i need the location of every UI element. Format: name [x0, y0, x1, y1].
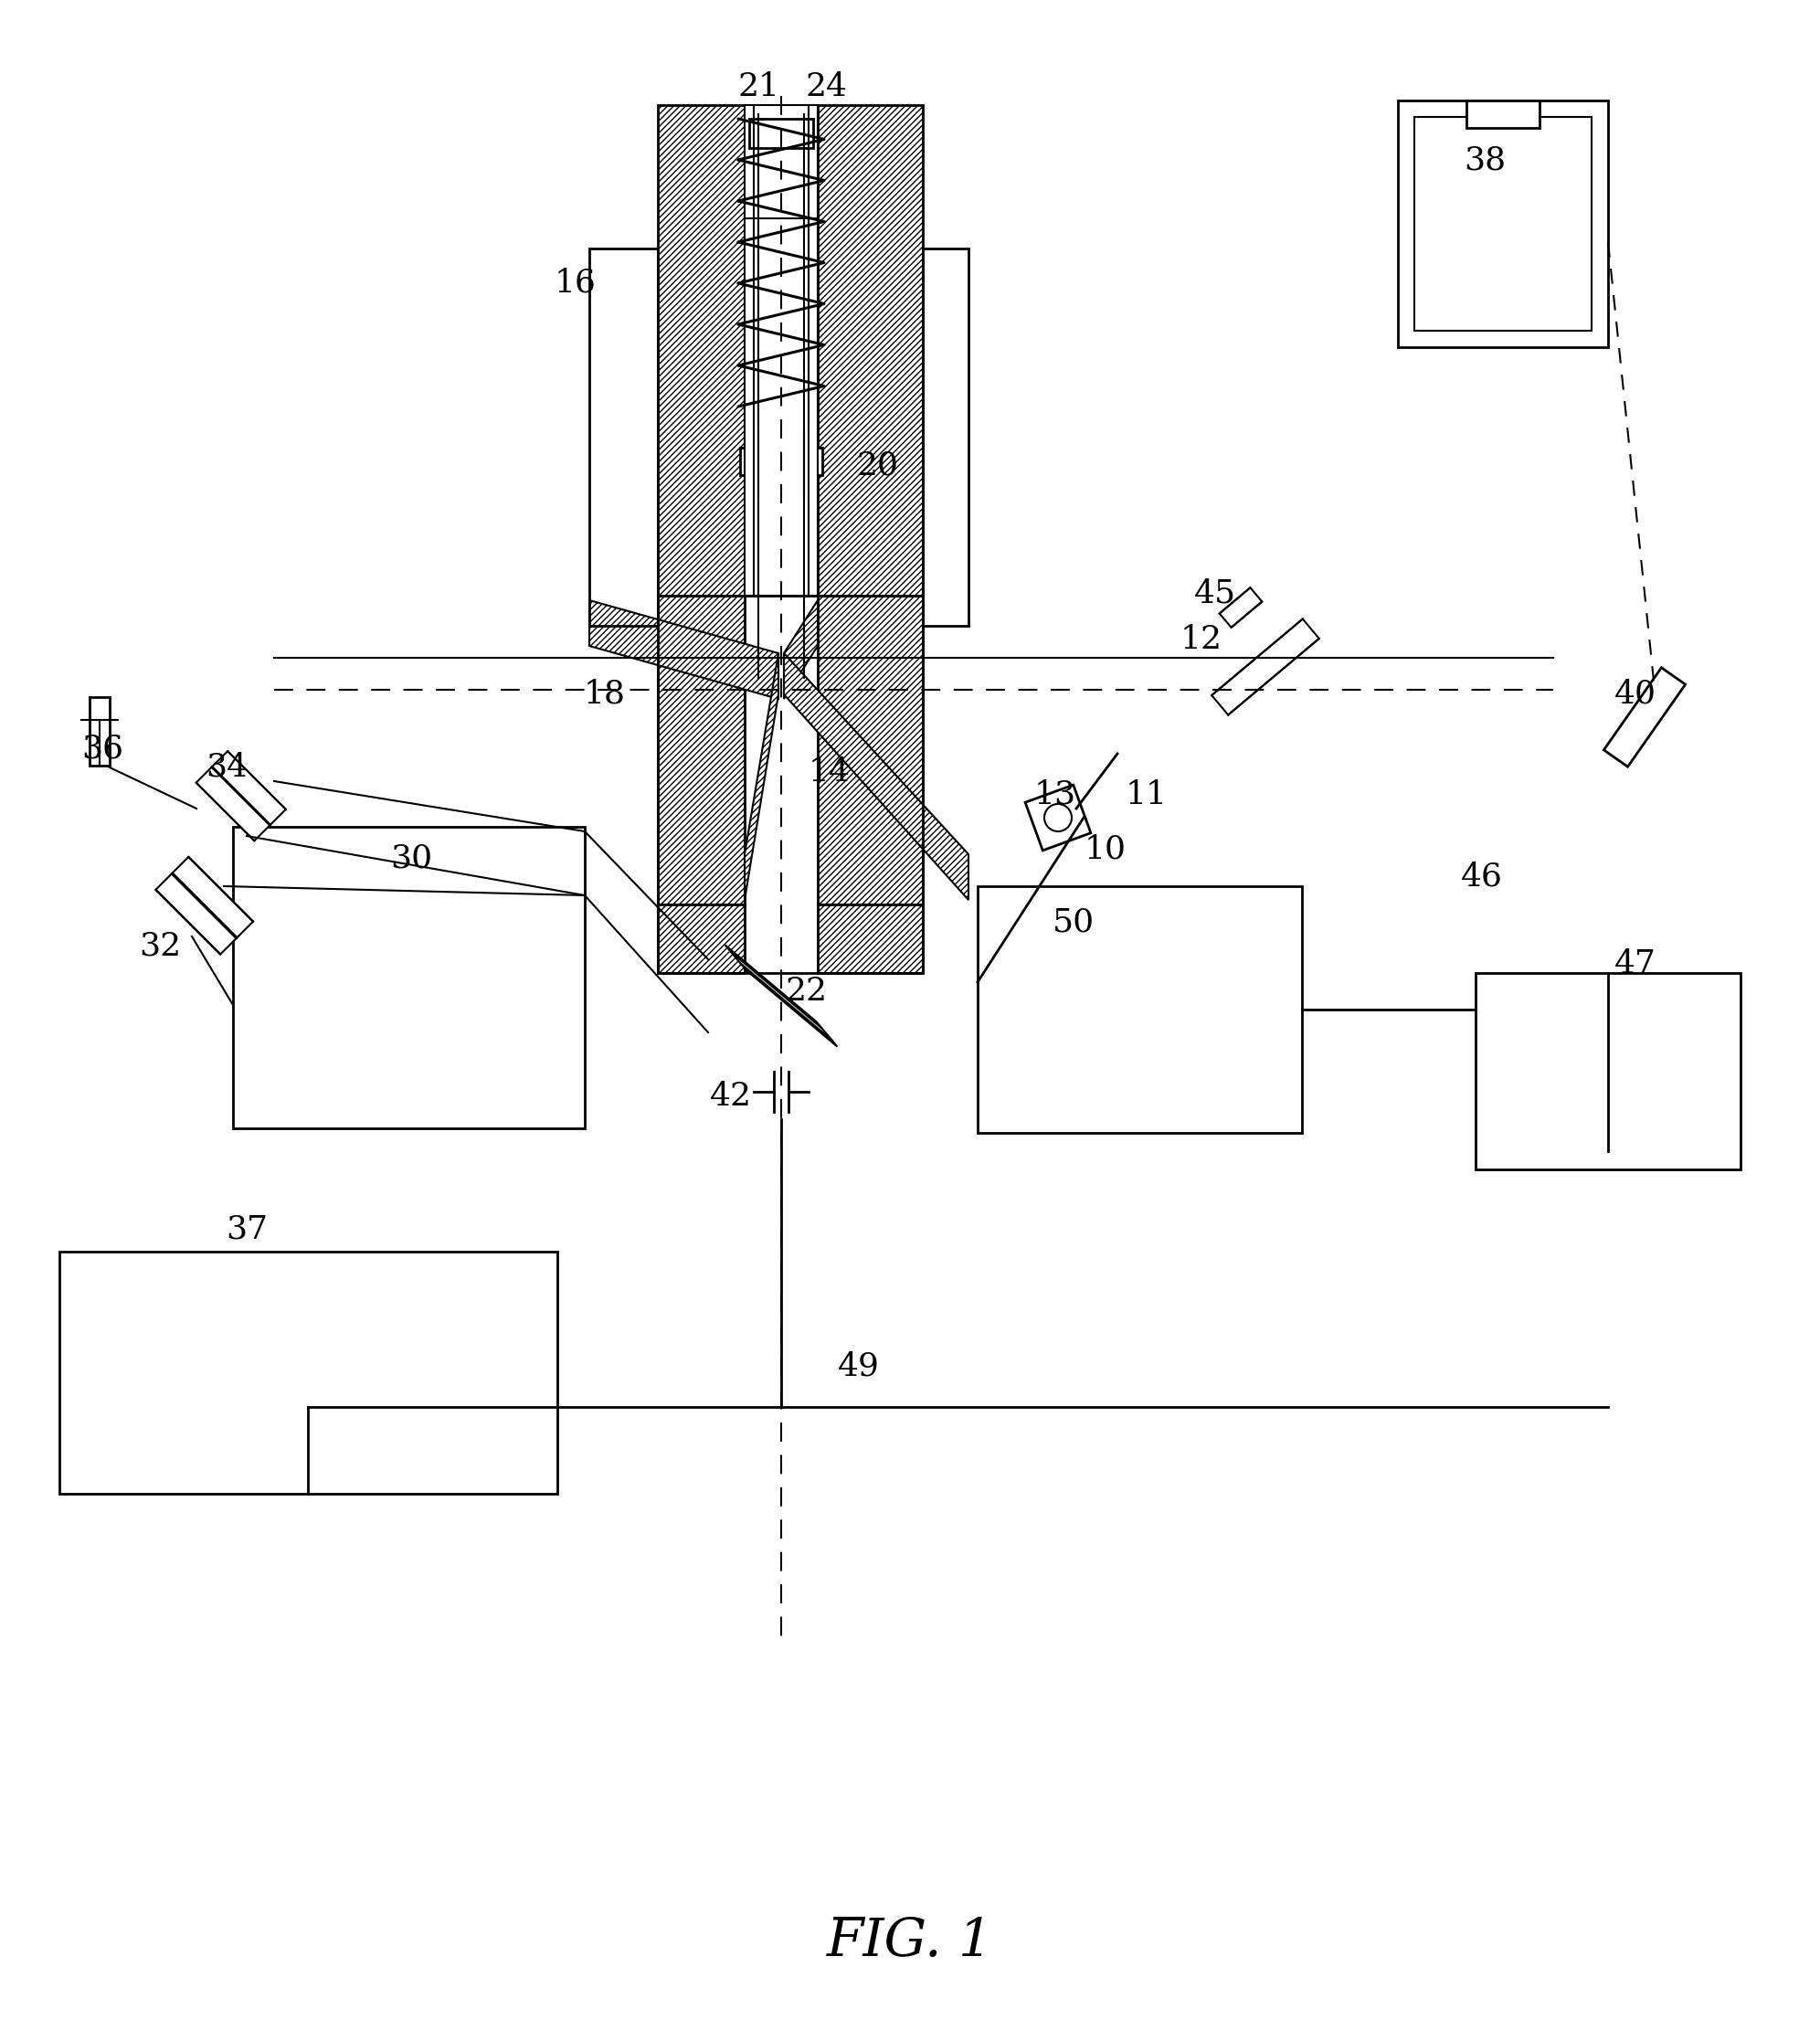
- Text: 38: 38: [1463, 145, 1505, 176]
- Text: 18: 18: [584, 680, 626, 710]
- Polygon shape: [171, 857, 253, 939]
- Polygon shape: [1025, 786, 1090, 851]
- Text: 13: 13: [1034, 780, 1076, 810]
- Bar: [744, 218, 817, 596]
- Bar: [89, 698, 109, 765]
- Bar: [923, 249, 968, 627]
- Polygon shape: [817, 104, 923, 596]
- Polygon shape: [784, 600, 817, 698]
- Text: 45: 45: [1194, 578, 1236, 610]
- Text: 30: 30: [389, 843, 431, 874]
- Bar: [590, 249, 657, 627]
- Text: FIG. 1: FIG. 1: [826, 1916, 994, 1968]
- Polygon shape: [657, 904, 744, 974]
- Text: 34: 34: [206, 751, 248, 784]
- Bar: [233, 827, 584, 1129]
- Bar: [60, 1251, 557, 1494]
- Text: 50: 50: [1052, 906, 1094, 939]
- Text: 42: 42: [710, 1082, 752, 1112]
- Text: 40: 40: [1614, 680, 1656, 710]
- Polygon shape: [1212, 618, 1320, 714]
- Text: 46: 46: [1461, 861, 1503, 892]
- Bar: [741, 447, 823, 476]
- Polygon shape: [1219, 588, 1261, 627]
- Text: 37: 37: [226, 1212, 268, 1245]
- Bar: [1476, 974, 1740, 1169]
- Polygon shape: [213, 751, 286, 825]
- Polygon shape: [744, 653, 779, 900]
- Text: 20: 20: [855, 451, 897, 482]
- Circle shape: [1045, 804, 1072, 831]
- Polygon shape: [1603, 667, 1685, 767]
- Polygon shape: [197, 767, 269, 841]
- Polygon shape: [157, 874, 237, 955]
- Text: 16: 16: [555, 267, 597, 298]
- Bar: [1467, 100, 1540, 129]
- Polygon shape: [657, 104, 744, 596]
- Polygon shape: [817, 596, 923, 904]
- Text: 47: 47: [1614, 949, 1656, 980]
- Text: 12: 12: [1181, 625, 1223, 655]
- Bar: [1398, 100, 1609, 347]
- Text: 24: 24: [806, 71, 848, 102]
- Text: 10: 10: [1085, 835, 1127, 865]
- Text: 36: 36: [82, 733, 124, 765]
- Polygon shape: [590, 600, 779, 698]
- Bar: [657, 596, 923, 974]
- Polygon shape: [784, 653, 968, 900]
- Polygon shape: [817, 904, 923, 974]
- Bar: [977, 886, 1301, 1133]
- Text: 32: 32: [138, 931, 180, 961]
- Bar: [750, 118, 814, 149]
- Bar: [746, 384, 817, 406]
- Bar: [744, 218, 817, 596]
- Text: 21: 21: [737, 71, 779, 102]
- Text: 14: 14: [808, 757, 850, 788]
- Polygon shape: [657, 596, 744, 904]
- Text: 49: 49: [837, 1351, 879, 1382]
- Polygon shape: [724, 945, 837, 1047]
- Bar: [744, 104, 817, 596]
- Text: 11: 11: [1125, 780, 1168, 810]
- Bar: [1414, 116, 1591, 331]
- Text: 22: 22: [784, 976, 826, 1006]
